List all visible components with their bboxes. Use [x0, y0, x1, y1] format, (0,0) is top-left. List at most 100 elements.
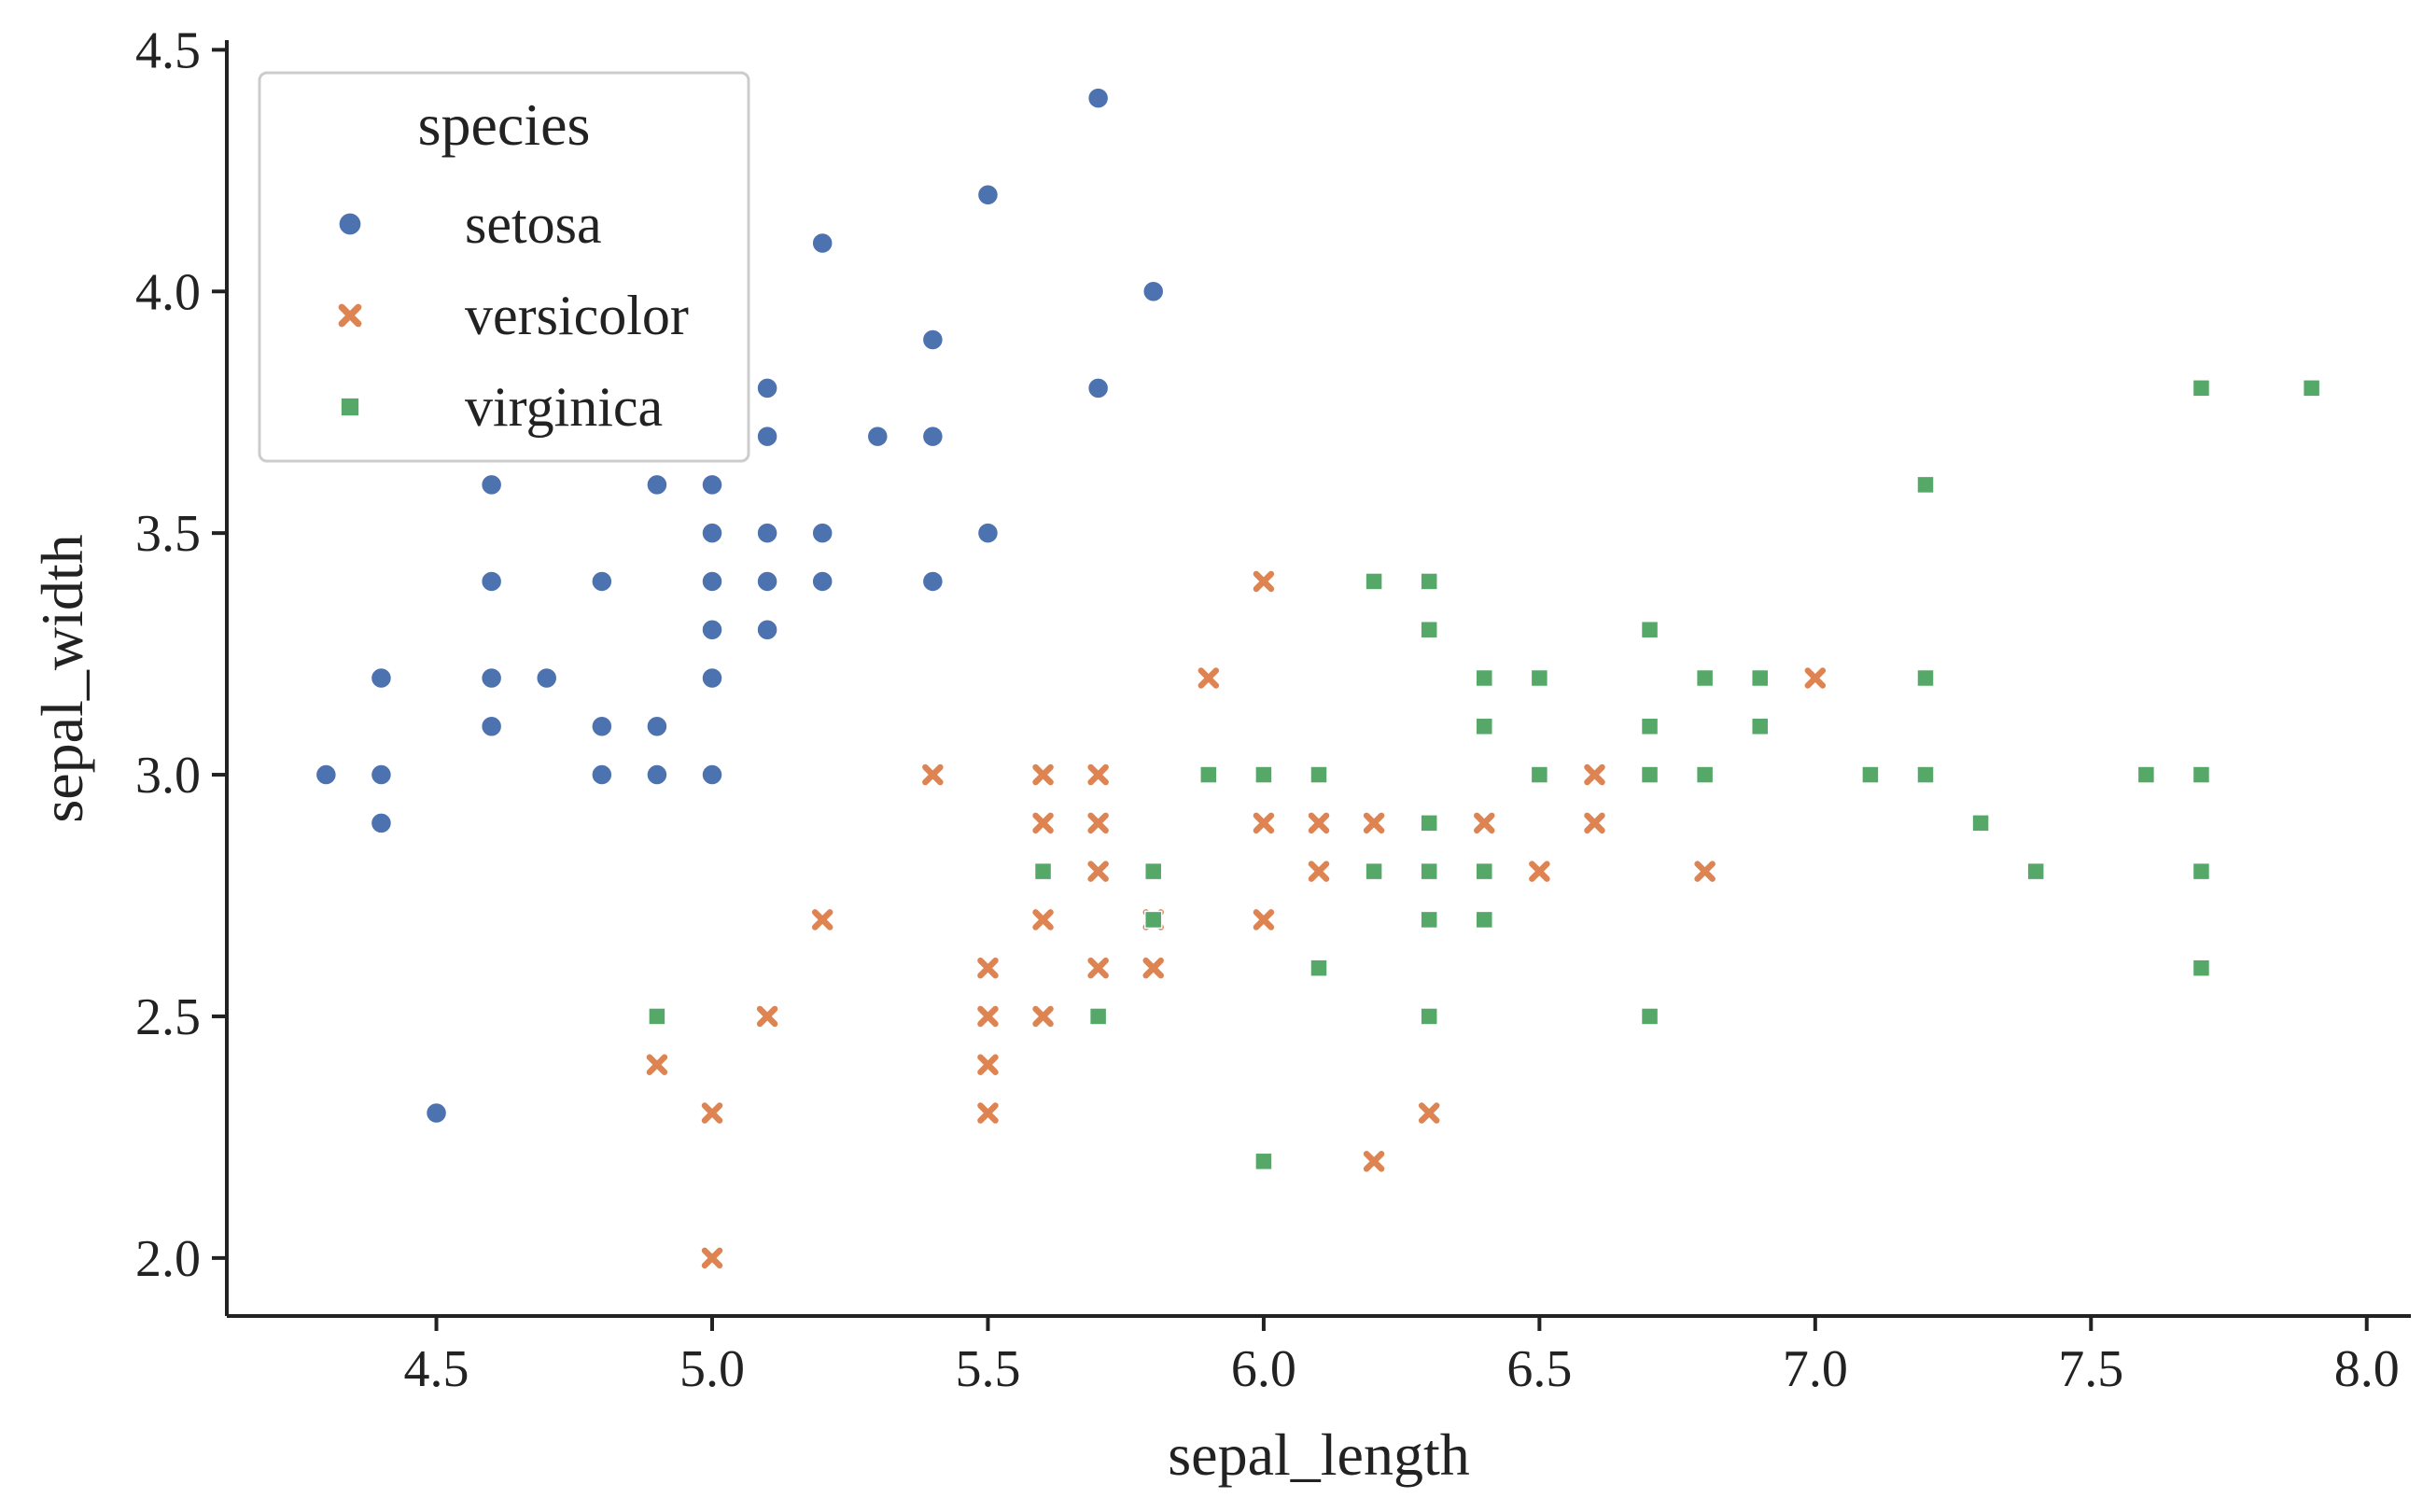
- data-point-virginica: [1750, 668, 1770, 688]
- data-point-virginica: [1475, 668, 1494, 688]
- y-tick-label: 3.0: [135, 747, 201, 805]
- data-point-setosa: [591, 715, 613, 738]
- data-point-virginica: [1365, 572, 1383, 591]
- data-point-versicolor: [1418, 1102, 1440, 1124]
- legend: species setosa versicolor virginica: [258, 71, 750, 463]
- data-point-setosa: [646, 473, 668, 497]
- x-tick-label: 7.0: [1783, 1340, 1848, 1398]
- data-point-setosa: [425, 1101, 448, 1125]
- data-point-virginica: [1420, 814, 1438, 833]
- data-point-setosa: [811, 570, 833, 593]
- data-point-setosa: [756, 570, 778, 593]
- data-point-virginica: [1475, 717, 1494, 736]
- data-point-versicolor: [1584, 763, 1605, 786]
- data-point-versicolor: [1308, 861, 1330, 882]
- data-point-setosa: [756, 377, 778, 399]
- data-point-versicolor: [756, 1005, 778, 1028]
- y-tick-label: 3.5: [135, 505, 201, 563]
- data-point-versicolor: [1474, 812, 1495, 834]
- data-point-virginica: [1640, 765, 1660, 784]
- data-point-versicolor: [977, 1005, 999, 1028]
- data-point-setosa: [370, 666, 393, 690]
- data-point-virginica: [2302, 379, 2321, 398]
- data-point-virginica: [1916, 475, 1935, 495]
- legend-entries: setosa versicolor virginica: [338, 193, 689, 438]
- data-point-virginica: [1033, 861, 1053, 881]
- data-point-virginica: [1750, 717, 1770, 736]
- data-point-versicolor: [1308, 812, 1330, 834]
- series-versicolor: [646, 570, 1827, 1269]
- x-tick-label: 7.5: [2058, 1340, 2123, 1398]
- data-point-versicolor: [701, 1102, 723, 1124]
- y-ticks: 2.0 2.5 3.0 3.5 4.0 4.5: [135, 21, 227, 1288]
- data-point-setosa: [921, 329, 945, 351]
- legend-label-versicolor: versicolor: [465, 285, 689, 346]
- data-point-virginica: [2026, 861, 2045, 881]
- x-tick-label: 6.0: [1231, 1340, 1296, 1398]
- data-point-versicolor: [1694, 861, 1716, 882]
- data-point-setosa: [756, 618, 778, 641]
- x-tick-label: 4.5: [404, 1340, 469, 1398]
- y-tick-label: 2.5: [135, 988, 201, 1046]
- data-point-virginica: [1916, 668, 1935, 688]
- legend-frame: [258, 71, 750, 463]
- data-point-virginica: [1420, 572, 1438, 591]
- data-point-versicolor: [1197, 667, 1220, 689]
- legend-title: species: [418, 91, 591, 158]
- data-point-setosa: [480, 666, 503, 690]
- data-point-virginica: [1420, 1007, 1438, 1026]
- x-tick-label: 5.0: [679, 1340, 745, 1398]
- legend-marker-setosa: [338, 212, 362, 236]
- data-point-setosa: [591, 763, 613, 786]
- data-point-setosa: [701, 666, 723, 690]
- data-point-setosa: [701, 618, 723, 641]
- data-point-virginica: [1420, 910, 1438, 930]
- y-tick-label: 4.0: [135, 263, 201, 321]
- x-axis-label: sepal_length: [1168, 1421, 1469, 1488]
- data-point-setosa: [756, 522, 778, 544]
- data-point-virginica: [1088, 1007, 1108, 1026]
- data-point-versicolor: [922, 763, 944, 786]
- data-point-versicolor: [977, 1102, 999, 1124]
- data-point-setosa: [976, 522, 1000, 544]
- data-point-virginica: [1199, 765, 1218, 784]
- data-point-setosa: [535, 666, 558, 690]
- data-point-virginica: [1254, 765, 1273, 784]
- data-point-setosa: [811, 231, 833, 255]
- data-point-setosa: [1141, 280, 1165, 303]
- data-point-virginica: [1420, 861, 1438, 881]
- data-point-versicolor: [1363, 1151, 1385, 1172]
- data-point-virginica: [1143, 861, 1163, 881]
- data-point-virginica: [1640, 1007, 1660, 1026]
- data-point-virginica: [1310, 765, 1328, 784]
- data-point-setosa: [701, 522, 723, 544]
- data-point-virginica: [1310, 959, 1328, 977]
- data-point-versicolor: [1087, 861, 1109, 882]
- data-point-setosa: [1086, 87, 1110, 109]
- x-ticks: 4.5 5.0 5.5 6.0 6.5 7.0 7.5 8.0: [404, 1316, 2400, 1398]
- data-point-setosa: [480, 570, 503, 593]
- series-virginica: [648, 379, 2321, 1171]
- data-point-setosa: [921, 425, 945, 448]
- data-point-setosa: [1086, 377, 1110, 399]
- data-point-virginica: [1143, 910, 1163, 930]
- data-point-setosa: [866, 425, 889, 448]
- data-point-versicolor: [1142, 957, 1164, 979]
- data-point-setosa: [646, 715, 668, 738]
- data-point-setosa: [370, 763, 393, 786]
- data-point-virginica: [2192, 379, 2211, 398]
- data-point-setosa: [591, 570, 613, 593]
- data-point-setosa: [480, 715, 503, 738]
- data-point-virginica: [1640, 620, 1660, 639]
- data-point-virginica: [2192, 959, 2211, 977]
- data-point-setosa: [701, 473, 723, 497]
- data-point-virginica: [1475, 910, 1494, 930]
- data-point-versicolor: [1032, 763, 1054, 786]
- data-point-versicolor: [1032, 909, 1054, 931]
- data-point-virginica: [2136, 765, 2156, 784]
- x-tick-label: 6.5: [1506, 1340, 1572, 1398]
- y-axis-label: sepal_width: [29, 534, 95, 822]
- data-point-virginica: [1861, 765, 1880, 784]
- data-point-virginica: [1420, 620, 1438, 639]
- data-point-setosa: [756, 425, 778, 448]
